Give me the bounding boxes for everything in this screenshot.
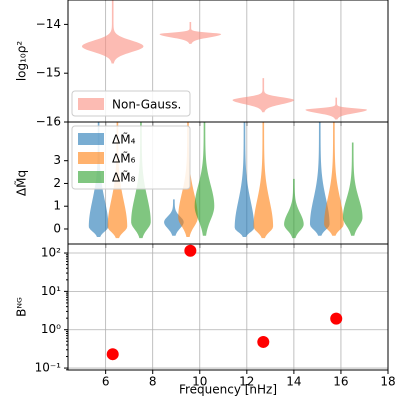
- x-tick-label: 12: [239, 375, 254, 389]
- y-tick-label: 3: [53, 153, 61, 167]
- violin: [305, 97, 367, 120]
- y-tick-label: 10²: [41, 246, 61, 260]
- legend-swatch: [78, 152, 104, 164]
- point: [257, 335, 270, 348]
- violin: [284, 178, 304, 239]
- legend-label: ΔM̃₄: [112, 132, 136, 146]
- y-tick-label: 10¹: [41, 284, 61, 298]
- y-tick-label: −15: [36, 66, 61, 80]
- panel: −16 −15 −14 log₁₀ρ² Non-Gauss.: [15, 0, 389, 129]
- violin: [194, 122, 215, 236]
- x-tick-label: 10: [192, 375, 207, 389]
- y-axis-label: log₁₀ρ²: [15, 41, 29, 82]
- legend-label: ΔM̃₈: [112, 170, 136, 184]
- y-tick-label: 10⁻¹: [35, 361, 62, 375]
- panel: 0 1 2 3 ΔM̃q ΔM̃₄ ΔM̃₆ ΔM̃₈: [14, 121, 389, 248]
- axes-frame: [67, 243, 389, 371]
- legend-swatch: [78, 133, 104, 145]
- legend-swatch: [78, 98, 104, 110]
- violin: [159, 21, 222, 44]
- x-tick-label: 16: [333, 375, 348, 389]
- plot-area: [68, 244, 388, 370]
- violin: [309, 122, 330, 236]
- panel: 10⁻¹ 10⁰ 10¹ 10² 6 8 10 12 14 16 18 Frequency [nHz]…: [15, 243, 396, 397]
- violin: [253, 122, 274, 239]
- y-tick-label: 1: [53, 199, 61, 213]
- point: [106, 348, 119, 361]
- y-tick-label: −14: [36, 17, 61, 31]
- violin: [164, 199, 184, 236]
- y-tick-label: 2: [53, 176, 61, 190]
- point: [184, 244, 197, 257]
- point: [330, 312, 343, 325]
- y-axis-label: ΔM̃q: [14, 170, 28, 196]
- legend-label: ΔM̃₆: [112, 151, 136, 165]
- x-tick-label: 8: [149, 375, 157, 389]
- x-tick-label: 6: [102, 375, 110, 389]
- x-axis-label: Frequency [nHz]: [179, 383, 277, 397]
- y-axis-label: Bᴺᴳ: [15, 297, 29, 317]
- legend-label: Non-Gauss.: [112, 98, 181, 112]
- violin: [81, 0, 144, 64]
- violin: [232, 78, 295, 113]
- violin: [342, 142, 363, 236]
- y-tick-label: 0: [53, 221, 61, 235]
- x-tick-label: 14: [286, 375, 301, 389]
- y-tick-label: −16: [36, 115, 61, 129]
- plot-area: [81, 0, 388, 122]
- legend-swatch: [78, 171, 104, 183]
- y-tick-label: 10⁰: [41, 322, 61, 336]
- violin: [324, 122, 344, 236]
- x-tick-label: 18: [380, 375, 395, 389]
- violin: [234, 122, 255, 237]
